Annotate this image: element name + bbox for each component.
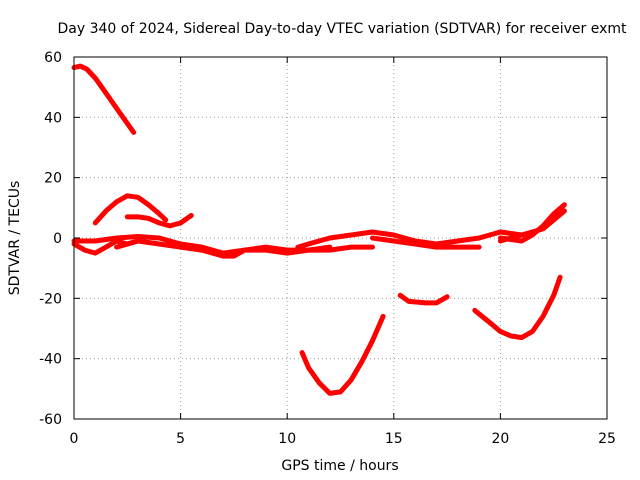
y-tick-label: -40 [39,352,62,368]
y-tick-label: 40 [44,110,62,126]
x-tick-label: 20 [491,431,509,447]
series-arc-3 [124,212,194,229]
series-arc-13 [497,208,567,244]
x-tick-label: 10 [278,431,296,447]
series-arc-6 [114,238,375,259]
series-arc-11 [472,274,563,341]
y-axis-label: SDTVAR / TECUs [7,181,23,296]
x-tick-label: 15 [385,431,403,447]
x-axis-label: GPS time / hours [281,458,398,474]
series-arc-7 [295,229,525,250]
x-tick-label: 25 [598,431,616,447]
y-tick-label: -20 [39,291,62,307]
x-tick-label: 5 [176,431,185,447]
data-series [71,63,567,396]
series-arc-1 [71,63,137,135]
series-arc-10 [397,292,450,306]
series-arc-2 [92,193,169,226]
chart-title: Day 340 of 2024, Sidereal Day-to-day VTE… [58,21,628,37]
series-arc-9 [299,313,386,396]
y-tick-label: 0 [53,231,62,247]
series-arc-5 [71,234,333,256]
y-tick-label: -60 [39,412,62,428]
series-arc-8 [370,235,482,250]
y-tick-label: 20 [44,171,62,187]
y-tick-label: 60 [44,50,62,66]
x-tick-label: 0 [70,431,79,447]
axis-ticks: 0 5 10 15 20 25 -60 -40 -20 0 20 40 60 [39,50,616,447]
